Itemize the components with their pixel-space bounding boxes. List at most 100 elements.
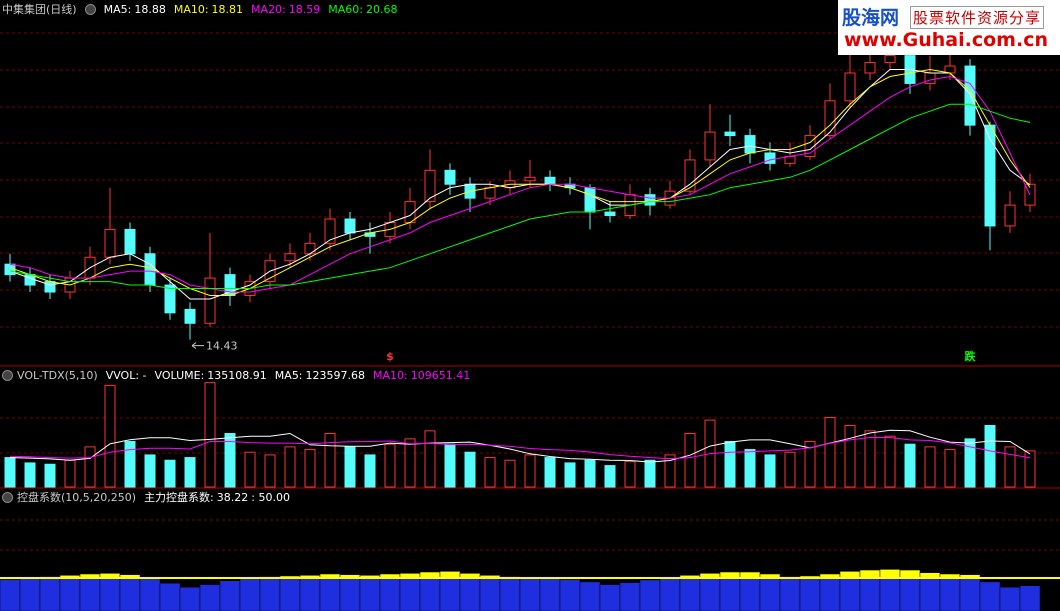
indicator-bar (839, 577, 861, 611)
candle-body (204, 277, 216, 324)
candle-body (604, 211, 616, 217)
legend-entry: MA10: 18.81 (174, 3, 243, 16)
candle-body (764, 152, 776, 164)
indicator-bar (39, 577, 61, 611)
indicator-bar (679, 577, 701, 611)
indicator-bar (259, 577, 281, 611)
candle-body (524, 176, 536, 182)
watermark-slogan: 股票软件资源分享 (910, 6, 1045, 29)
indicator-bar-above (859, 569, 881, 579)
watermark-brand: 股海网 (842, 7, 900, 29)
watermark: 股海网 股票软件资源分享 www.Guhai.com.cn (838, 0, 1060, 55)
indicator-bar (279, 577, 301, 611)
indicator-bar (119, 577, 141, 611)
indicator-bar (199, 584, 221, 611)
candle-body (584, 187, 596, 213)
indicator-bar (759, 577, 781, 611)
legend-name: MA10: (373, 368, 408, 382)
candle-body (44, 281, 56, 293)
candle-body (544, 176, 556, 185)
ma-line (9, 103, 1031, 289)
indicator-bar (439, 577, 461, 611)
indicator-bar (219, 580, 241, 611)
candle-body (184, 308, 196, 324)
volume-bar (524, 454, 536, 488)
indicator-bar (559, 579, 581, 611)
indicator-bar-above (899, 569, 921, 579)
legend-entry: MA5: 18.88 (104, 3, 166, 16)
volume-bar (684, 433, 696, 488)
chart-subtitle: VVOL: - (105, 368, 147, 382)
legend-entry: MA60: 20.68 (328, 3, 397, 16)
candle-body (804, 135, 816, 157)
indicator-bar (479, 577, 501, 611)
indicator-bar (819, 577, 841, 611)
legend-entry: VOLUME: 135108.91 (155, 369, 267, 382)
volume-bar (64, 459, 76, 488)
volume-bar (344, 446, 356, 488)
grid (0, 32, 1060, 551)
volume-header: VOL-TDX(5,10) VVOL: - VOLUME: 135108.91 M… (2, 367, 470, 383)
low-annotation: 14.43 (206, 340, 238, 353)
indicator-header: 控盘系数(10,5,20,250) 主力控盘系数: 38.22: 50.00 (2, 489, 290, 505)
volume-bar (364, 454, 376, 488)
volume-bar (664, 454, 676, 488)
panel-icon[interactable] (2, 491, 13, 503)
indicator-bar (19, 577, 41, 611)
legend-name: 主力控盘系数: (144, 491, 214, 504)
indicator-bar (959, 577, 981, 611)
indicator-bar (739, 577, 761, 611)
candle-body (824, 100, 836, 137)
legend-value: 123597.68 (305, 368, 366, 382)
legend-value: 109651.41 (410, 368, 471, 382)
volume-bar (1024, 450, 1036, 488)
legend-name: VOLUME: (154, 368, 205, 382)
legend-value: 135108.91 (207, 368, 267, 382)
volume-bar (624, 461, 636, 488)
volume-bar (204, 382, 216, 488)
volume-bar (424, 430, 436, 488)
indicator-bar (639, 579, 661, 611)
indicator-bar (499, 577, 521, 611)
legend-value: 18.88 (134, 2, 166, 16)
indicator-bar (159, 583, 181, 611)
volume-bar (864, 430, 876, 488)
indicator-bar (899, 577, 921, 611)
annotation-arrowhead (191, 342, 197, 350)
panel-icon[interactable] (84, 3, 96, 15)
ma-line (9, 75, 1031, 293)
volume-bar (1004, 446, 1016, 488)
panel-icon[interactable] (2, 369, 13, 381)
indicator-bar (1019, 585, 1041, 611)
volume-bar (444, 443, 456, 488)
volume-bar (904, 443, 916, 488)
volume-bar (504, 459, 516, 488)
legend-entry: 主力控盘系数: 38.22: 50.00 (144, 489, 290, 505)
indicator-bar (619, 582, 641, 611)
volume-bar (304, 449, 316, 488)
volume-bar (484, 457, 496, 488)
candle-body (104, 228, 116, 258)
indicator-bar (59, 577, 81, 611)
legend-entry: MA5: 123597.68 (275, 369, 365, 382)
indicator-bar (339, 577, 361, 611)
volume-bar (584, 459, 596, 488)
volume-bar (244, 451, 256, 488)
legend-entry: MA20: 18.59 (251, 3, 320, 16)
candle-body (1004, 204, 1016, 227)
price-header: 中集集团(日线) MA5: 18.88 MA10: 18.81 MA20: 18.59… (2, 1, 397, 17)
volume-bar (104, 384, 116, 488)
candle-body (444, 169, 456, 185)
indicator-bar (379, 577, 401, 611)
volume-bar (124, 441, 136, 488)
volume-bar (404, 438, 416, 488)
legend-name: MA60: (328, 2, 363, 16)
legend-value: 20.68 (365, 2, 398, 16)
indicator-bar (879, 577, 901, 611)
ma-line (9, 437, 1031, 460)
candle-body (704, 131, 716, 161)
ma-line (9, 68, 1031, 296)
volume-bar (764, 454, 776, 488)
